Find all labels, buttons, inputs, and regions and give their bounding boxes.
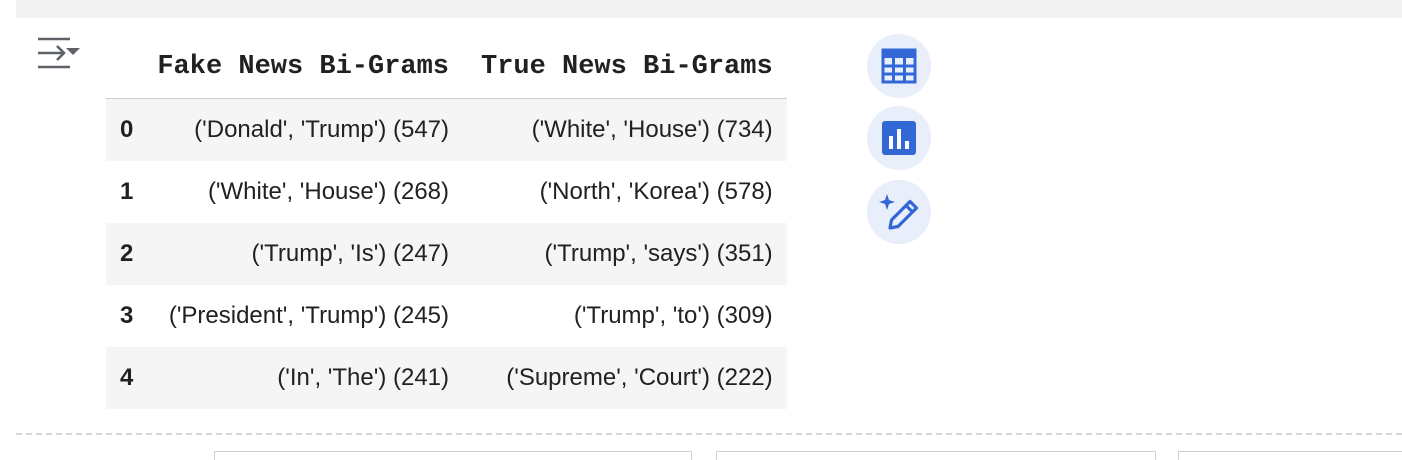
- table-icon: [881, 48, 917, 84]
- convert-to-interactive-table-button[interactable]: [867, 34, 931, 98]
- next-cell-box: [1178, 451, 1402, 460]
- bar-chart-icon: [882, 121, 916, 155]
- output-toggle-icon: [38, 37, 80, 69]
- row-index: 3: [120, 302, 134, 329]
- cell-fake: ('In', 'The') (241): [139, 347, 464, 409]
- table-row: 0 ('Donald', 'Trump') (547) ('White', 'H…: [106, 98, 787, 161]
- row-index: 4: [106, 347, 140, 409]
- cell-fake: ('White', 'House') (268): [207, 178, 450, 205]
- dataframe-table: Fake News Bi-Grams True News Bi-Grams 0 …: [106, 36, 787, 409]
- table-row: 1 ('White', 'House') (268) ('North', 'Ko…: [106, 161, 787, 223]
- table-row: 2 ('Trump', 'Is') (247) ('Trump', 'says'…: [106, 223, 787, 285]
- cell-true: ('North', 'Korea') (578): [539, 178, 773, 205]
- generate-code-button[interactable]: [867, 180, 931, 244]
- cell-divider: [16, 433, 1402, 435]
- output-toggle-button[interactable]: [34, 34, 82, 74]
- column-header-true: True News Bi-Grams: [463, 36, 787, 99]
- cell-fake: ('President', 'Trump') (245): [168, 302, 450, 329]
- cell-fake: ('Trump', 'Is') (247): [139, 223, 464, 285]
- column-header-fake: Fake News Bi-Grams: [139, 36, 464, 99]
- cell-true: ('Trump', 'to') (309): [573, 302, 773, 329]
- row-index: 1: [120, 178, 134, 205]
- previous-cell-bottom: [16, 0, 1402, 18]
- next-cell-box: [716, 451, 1156, 460]
- cell-fake: ('Donald', 'Trump') (547): [139, 98, 464, 161]
- index-header: [106, 36, 140, 99]
- next-cell-box: [214, 451, 692, 460]
- table-row: 4 ('In', 'The') (241) ('Supreme', 'Court…: [106, 347, 787, 409]
- suggest-charts-button[interactable]: [867, 106, 931, 170]
- row-index: 2: [106, 223, 140, 285]
- magic-wand-pen-icon: [879, 194, 919, 230]
- header-row: Fake News Bi-Grams True News Bi-Grams: [106, 36, 787, 99]
- cell-true: ('White', 'House') (734): [463, 98, 787, 161]
- table-row: 3 ('President', 'Trump') (245) ('Trump',…: [106, 285, 787, 347]
- row-index: 0: [106, 98, 140, 161]
- cell-true: ('Supreme', 'Court') (222): [463, 347, 787, 409]
- cell-true: ('Trump', 'says') (351): [463, 223, 787, 285]
